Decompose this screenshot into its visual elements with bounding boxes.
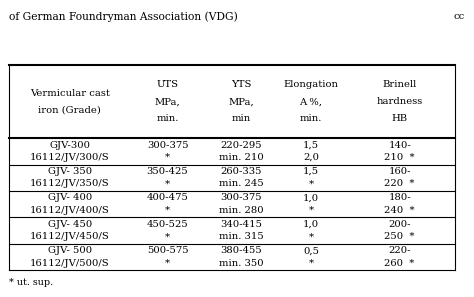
- Text: *: *: [165, 206, 170, 215]
- Text: 220  *: 220 *: [384, 179, 415, 189]
- Text: 180-: 180-: [388, 193, 411, 203]
- Text: *: *: [309, 206, 313, 215]
- Text: 1,0: 1,0: [303, 220, 319, 229]
- Text: 16112/JV/300/S: 16112/JV/300/S: [30, 153, 109, 162]
- Text: *: *: [165, 232, 170, 241]
- Text: 1,5: 1,5: [303, 167, 319, 176]
- Text: *: *: [165, 259, 170, 268]
- Text: 260-335: 260-335: [221, 167, 262, 176]
- Text: of German Foundryman Association (VDG): of German Foundryman Association (VDG): [9, 12, 238, 23]
- Text: min.: min.: [156, 114, 179, 124]
- Text: 16112/JV/450/S: 16112/JV/450/S: [30, 232, 109, 241]
- Text: 1,0: 1,0: [303, 193, 319, 203]
- Text: hardness: hardness: [376, 97, 423, 106]
- Text: GJV- 400: GJV- 400: [48, 193, 92, 203]
- Text: iron (Grade): iron (Grade): [38, 106, 101, 115]
- Text: min.: min.: [300, 114, 322, 124]
- Text: min. 245: min. 245: [219, 179, 264, 189]
- Text: Elongation: Elongation: [283, 80, 338, 89]
- Text: 450-525: 450-525: [147, 220, 189, 229]
- Text: min. 315: min. 315: [219, 232, 264, 241]
- Text: 140-: 140-: [388, 140, 411, 150]
- Text: 300-375: 300-375: [147, 140, 189, 150]
- Text: Brinell: Brinell: [383, 80, 417, 89]
- Text: 350-425: 350-425: [147, 167, 189, 176]
- Text: 16112/JV/400/S: 16112/JV/400/S: [30, 206, 109, 215]
- Text: 380-455: 380-455: [221, 246, 263, 255]
- Text: GJV-300: GJV-300: [49, 140, 90, 150]
- Text: * ut. sup.: * ut. sup.: [9, 278, 54, 287]
- Text: *: *: [165, 153, 170, 162]
- Text: UTS: UTS: [156, 80, 179, 89]
- Text: 400-475: 400-475: [146, 193, 189, 203]
- Text: 1,5: 1,5: [303, 140, 319, 150]
- Text: 16112/JV/500/S: 16112/JV/500/S: [30, 259, 109, 268]
- Text: MPa,: MPa,: [155, 97, 181, 106]
- Text: cc: cc: [453, 12, 465, 21]
- Text: *: *: [309, 232, 313, 241]
- Text: 500-575: 500-575: [147, 246, 189, 255]
- Text: GJV- 350: GJV- 350: [48, 167, 92, 176]
- Text: 300-375: 300-375: [221, 193, 263, 203]
- Text: 160-: 160-: [388, 167, 411, 176]
- Text: 0,5: 0,5: [303, 246, 319, 255]
- Text: Vermicular cast: Vermicular cast: [30, 89, 109, 98]
- Text: MPa,: MPa,: [228, 97, 255, 106]
- Text: HB: HB: [392, 114, 408, 124]
- Text: min. 280: min. 280: [219, 206, 264, 215]
- Text: *: *: [309, 259, 313, 268]
- Text: YTS: YTS: [231, 80, 252, 89]
- Text: *: *: [309, 179, 313, 189]
- Text: GJV- 500: GJV- 500: [48, 246, 92, 255]
- Text: 340-415: 340-415: [220, 220, 263, 229]
- Text: A %,: A %,: [300, 97, 322, 106]
- Text: GJV- 450: GJV- 450: [48, 220, 92, 229]
- Text: min: min: [232, 114, 251, 124]
- Text: 260  *: 260 *: [384, 259, 415, 268]
- Text: 220-295: 220-295: [221, 140, 263, 150]
- Text: 250  *: 250 *: [384, 232, 415, 241]
- Text: 220-: 220-: [388, 246, 411, 255]
- Text: 2,0: 2,0: [303, 153, 319, 162]
- Text: *: *: [165, 179, 170, 189]
- Text: min. 350: min. 350: [219, 259, 264, 268]
- Text: 210  *: 210 *: [384, 153, 415, 162]
- Text: min. 210: min. 210: [219, 153, 264, 162]
- Text: 240  *: 240 *: [384, 206, 415, 215]
- Text: 200-: 200-: [388, 220, 411, 229]
- Text: 16112/JV/350/S: 16112/JV/350/S: [30, 179, 109, 189]
